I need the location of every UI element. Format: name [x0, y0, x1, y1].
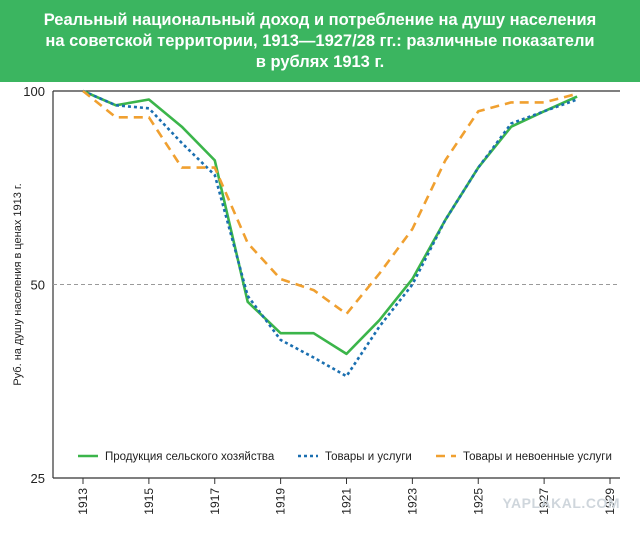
series-line-goods-services — [82, 89, 578, 378]
y-axis-label: Руб. на душу населения в ценах 1913 г. — [12, 183, 24, 385]
chart-title-line-1: Реальный национальный доход и потреблени… — [43, 11, 597, 29]
y-tick-label-100: 100 — [23, 84, 45, 99]
x-tick-label-1923: 1923 — [405, 488, 419, 515]
x-tick-label-1919: 1919 — [274, 488, 288, 515]
y-tick-label-25: 25 — [31, 471, 45, 486]
x-tick-label-1913: 1913 — [76, 488, 90, 515]
x-tick-label-1929: 1929 — [603, 488, 617, 515]
legend-label-goods-nonmilitary: Товары и невоенные услуги — [463, 451, 612, 463]
chart-title-line-3: в рублях 1913 г. — [255, 53, 385, 71]
series-line-goods-nonmilitary — [82, 89, 578, 316]
x-tick-label-1925: 1925 — [471, 488, 485, 515]
y-tick-label-50: 50 — [31, 278, 45, 293]
legend-label-agriculture: Продукция сельского хозяйства — [105, 451, 275, 463]
chart-title-line-2: на советской территории, 1913—1927/28 гг… — [45, 32, 595, 50]
x-tick-label-1921: 1921 — [340, 488, 354, 515]
chart-title-banner: Реальный национальный доход и потреблени… — [0, 0, 640, 82]
x-tick-label-1917: 1917 — [208, 488, 222, 515]
watermark: YAPLAKAL.COM — [502, 495, 620, 511]
legend-label-goods-services: Товары и услуги — [325, 451, 412, 463]
x-tick-label-1927: 1927 — [537, 488, 551, 515]
x-tick-label-1915: 1915 — [142, 488, 156, 515]
